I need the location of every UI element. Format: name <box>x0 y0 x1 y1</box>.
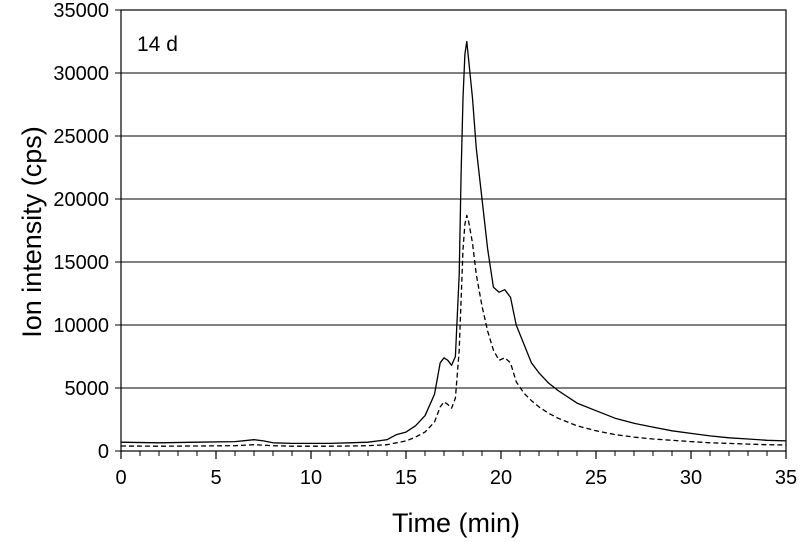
x-tick-label: 35 <box>775 467 797 489</box>
series-line-solid <box>120 40 787 445</box>
y-axis-title: Ion intensity (cps) <box>17 126 47 338</box>
y-tick-label: 15000 <box>53 252 109 274</box>
y-tick-label: 25000 <box>53 126 109 148</box>
plot-area-border <box>120 9 787 452</box>
x-axis-title: Time (min) <box>392 508 520 538</box>
y-tick-label: 5000 <box>65 378 110 400</box>
x-tick-label: 10 <box>300 467 322 489</box>
grid-lines <box>121 72 786 389</box>
sample-annotation: 14 d <box>137 33 178 56</box>
y-axis: 0 5000 10000 15000 20000 25000 30000 35000 <box>53 0 121 463</box>
y-tick-label: 20000 <box>53 189 109 211</box>
series-layer <box>120 40 787 447</box>
x-tick-label: 15 <box>395 467 417 489</box>
x-tick-label: 5 <box>210 467 221 489</box>
y-tick-label: 30000 <box>53 63 109 85</box>
y-tick-label: 10000 <box>53 315 109 337</box>
y-tick-label: 0 <box>98 441 109 463</box>
y-tick-label: 35000 <box>53 0 109 22</box>
x-tick-label: 0 <box>115 467 126 489</box>
x-axis: 0 5 10 15 20 25 30 35 <box>115 451 797 489</box>
x-tick-label: 20 <box>490 467 512 489</box>
series-line-dashed <box>120 214 787 447</box>
x-tick-label: 25 <box>585 467 607 489</box>
x-tick-label: 30 <box>680 467 702 489</box>
